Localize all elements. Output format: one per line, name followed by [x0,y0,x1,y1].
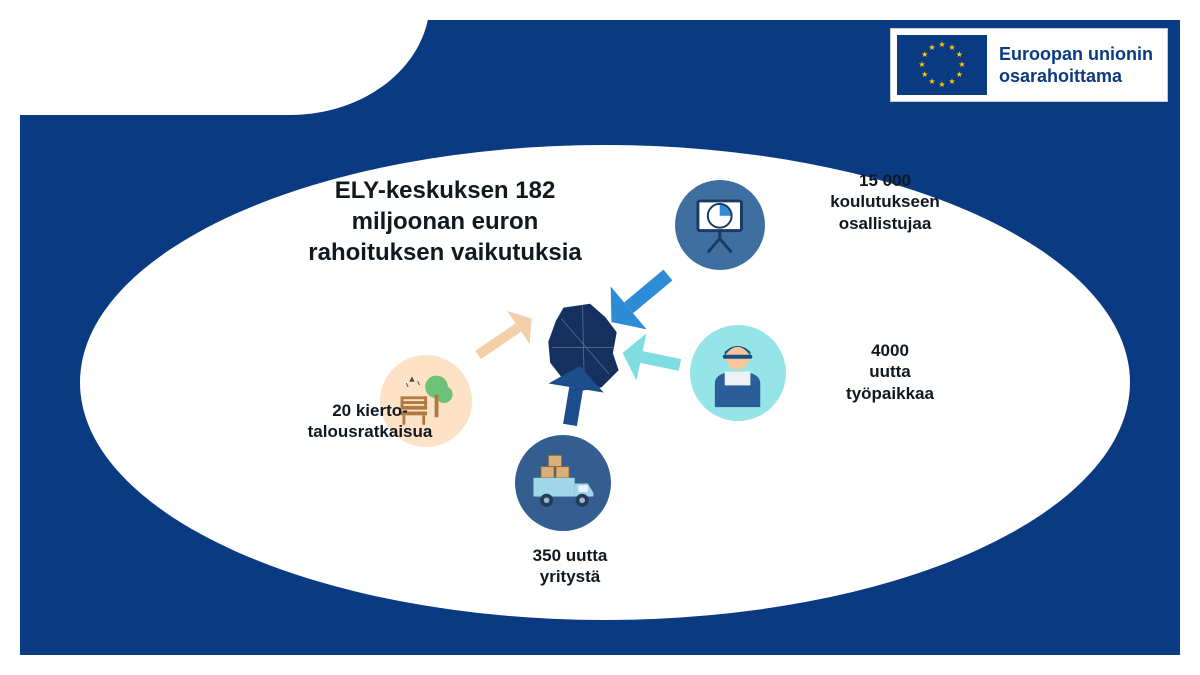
companies-l1: 350 uutta [533,546,608,565]
jobs-l3: työpaikkaa [846,384,934,403]
stage: ELY-keskuksen 182 miljoonan euron rahoit… [0,0,1200,675]
training-l2: koulutukseen [830,192,940,211]
content-ellipse: ELY-keskuksen 182 miljoonan euron rahoit… [80,145,1130,620]
training-l1: 15 000 [859,171,911,190]
companies-label: 350 uutta yritystä [500,545,640,588]
circular-label: 20 kierto- talousratkaisua [275,400,465,443]
companies-l2: yritystä [540,567,600,586]
eu-flag-icon: ★★★★★★★★★★★★ [897,35,987,95]
eu-text-l1: Euroopan unionin [999,44,1153,64]
jobs-label: 4000 uutta työpaikkaa [815,340,965,404]
companies-arrow-icon [542,345,610,430]
jobs-l1: 4000 [871,341,909,360]
circular-l2: talousratkaisua [308,422,433,441]
eu-badge-text: Euroopan unionin osarahoittama [999,43,1153,88]
ellipse-inner: ELY-keskuksen 182 miljoonan euron rahoit… [80,145,1130,620]
headline-text: ELY-keskuksen 182 miljoonan euron rahoit… [290,175,600,269]
training-l3: osallistujaa [839,214,932,233]
training-label: 15 000 koulutukseen osallistujaa [800,170,970,234]
jobs-l2: uutta [869,362,911,381]
circular-l1: 20 kierto- [332,401,408,420]
companies-icon [515,435,611,531]
jobs-icon [690,325,786,421]
eu-text-l2: osarahoittama [999,66,1122,86]
training-icon [675,180,765,270]
eu-badge: ★★★★★★★★★★★★ Euroopan unionin osarahoitt… [890,28,1168,102]
